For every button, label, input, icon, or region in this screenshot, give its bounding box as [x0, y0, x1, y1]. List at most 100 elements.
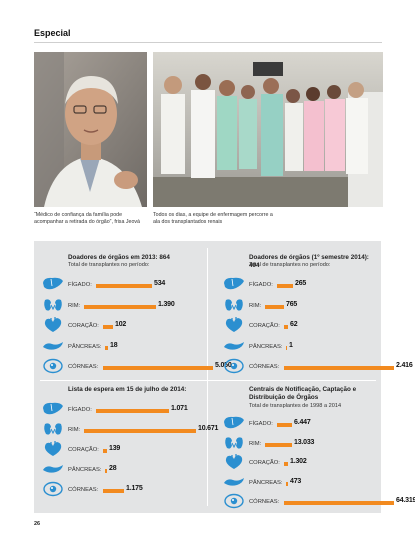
photo-doctor — [34, 52, 147, 207]
stat-value: 1.390 — [158, 300, 175, 308]
block-title-text: Lista de espera em 15 de julho de 2014: — [68, 386, 187, 393]
stat-row: FÍGADO: 6.447 — [213, 416, 378, 430]
stat-bar — [105, 469, 107, 473]
stat-label: FÍGADO: — [68, 407, 92, 413]
stat-row: PÂNCREAS: 473 — [213, 477, 378, 489]
stat-bar — [284, 462, 288, 466]
stat-label: CORAÇÃO: — [249, 460, 280, 466]
pancreas-icon — [223, 338, 245, 354]
stat-bar — [103, 366, 213, 370]
stat-bar — [265, 442, 292, 447]
stat-bar — [84, 304, 156, 309]
stat-bar — [286, 345, 287, 350]
stat-value: 765 — [286, 300, 298, 308]
stat-value: 139 — [109, 445, 121, 452]
stat-label: PÂNCREAS: — [249, 479, 283, 486]
block-title-text: Doadores de órgãos em 2013: — [68, 254, 158, 261]
block-subtitle: Total de transplantes no período: — [249, 262, 331, 268]
block-title-value: 864 — [159, 254, 170, 261]
liver-icon — [223, 276, 245, 292]
left-photo-caption: “Médico de confiança da família pode aco… — [34, 212, 140, 225]
pancreas-icon — [223, 474, 245, 490]
stat-bar — [277, 423, 292, 427]
stat-bar — [96, 284, 152, 288]
stat-row: PÂNCREAS: 1 — [213, 341, 378, 353]
stat-row: RIM: 10.671 — [40, 421, 218, 437]
stat-value: 62 — [290, 321, 298, 328]
stat-bar — [284, 366, 394, 370]
stat-value: 28 — [109, 465, 117, 472]
stat-value: 2.416 — [396, 362, 413, 369]
stat-value: 13.033 — [294, 438, 315, 446]
block-title-text: Doadores de órgãos (1º semestre 2014): — [249, 254, 369, 261]
stat-label: PÂNCREAS: — [68, 467, 102, 473]
stat-row: PÂNCREAS: 18 — [40, 341, 205, 353]
stat-label: CÓRNEAS: — [68, 487, 99, 493]
stat-label: RIM: — [68, 427, 81, 433]
stat-row: CÓRNEAS: 1.175 — [40, 481, 205, 497]
stat-label: CORAÇÃO: — [68, 447, 99, 453]
page-number: 26 — [34, 521, 41, 527]
section-title: Especial — [34, 28, 71, 38]
stat-row: PÂNCREAS: 28 — [40, 464, 205, 476]
eye-icon — [223, 358, 245, 374]
stat-row: CORAÇÃO: 139 — [40, 441, 205, 457]
stat-label: PÂNCREAS: — [249, 343, 283, 350]
block-donors-2014: Doadores de órgãos (1º semestre 2014): 4… — [213, 246, 413, 376]
block-title-value: 494 — [249, 262, 260, 269]
liver-icon — [42, 276, 64, 292]
heart-icon — [223, 454, 245, 470]
block-title: Centrais de Notificação, Captação e Dist… — [249, 386, 375, 402]
stat-value: 18 — [110, 341, 118, 349]
stat-label: RIM: — [249, 302, 262, 309]
block-subtitle: Total de transplantes de 1998 a 2014 — [249, 403, 342, 409]
photo-nursing-team — [153, 52, 383, 207]
kidney-icon — [223, 435, 245, 451]
stat-label: CORAÇÃO: — [68, 323, 99, 329]
block-subtitle: Total de transplantes no período: — [68, 262, 150, 268]
block-title: Doadores de órgãos (1º semestre 2014): 4… — [249, 254, 379, 270]
title-divider — [34, 42, 382, 43]
stat-row: CORAÇÃO: 62 — [213, 317, 378, 332]
panel-horizontal-divider — [40, 380, 376, 381]
stat-row: RIM: 13.033 — [213, 435, 378, 451]
stat-bar — [96, 409, 169, 413]
stat-value: 265 — [295, 280, 307, 287]
stat-row: FÍGADO: 534 — [40, 276, 205, 292]
eye-icon — [223, 493, 245, 509]
stat-row: CÓRNEAS: 2.416 — [213, 358, 413, 374]
pancreas-icon — [42, 461, 64, 477]
stat-row: FÍGADO: 1.071 — [40, 401, 205, 417]
block-title: Lista de espera em 15 de julho de 2014: — [68, 386, 208, 394]
stat-value: 1.071 — [171, 405, 188, 412]
kidney-icon — [223, 297, 245, 313]
stat-bar — [103, 449, 107, 453]
eye-icon — [42, 481, 64, 497]
stat-row: CORAÇÃO: 1.302 — [213, 454, 378, 470]
heart-icon — [42, 317, 64, 333]
stat-bar — [103, 325, 113, 329]
kidney-icon — [42, 421, 64, 437]
kidney-icon — [42, 297, 64, 313]
stat-value: 1.302 — [290, 458, 307, 465]
pancreas-icon — [42, 338, 64, 354]
stat-bar — [84, 429, 196, 433]
stat-row: CÓRNEAS: 5.050 — [40, 358, 232, 374]
stat-label: RIM: — [68, 302, 81, 309]
right-photo-caption: Todos os dias, a equipe de enfermagem pe… — [153, 212, 273, 225]
heart-icon — [42, 441, 64, 457]
stat-value: 64.319 — [396, 497, 415, 504]
stat-value: 5.050 — [215, 362, 232, 369]
stat-bar — [284, 501, 394, 505]
stat-bar — [105, 345, 108, 350]
liver-icon — [42, 401, 64, 417]
stat-label: RIM: — [249, 440, 262, 447]
stat-value: 1 — [289, 341, 293, 349]
stat-row: RIM: 765 — [213, 297, 378, 313]
stat-bar — [265, 304, 284, 309]
stat-bar — [284, 325, 288, 329]
stat-value: 10.671 — [198, 425, 219, 432]
stat-bar — [277, 284, 293, 288]
stat-value: 534 — [154, 280, 166, 287]
stat-value: 102 — [115, 321, 127, 328]
